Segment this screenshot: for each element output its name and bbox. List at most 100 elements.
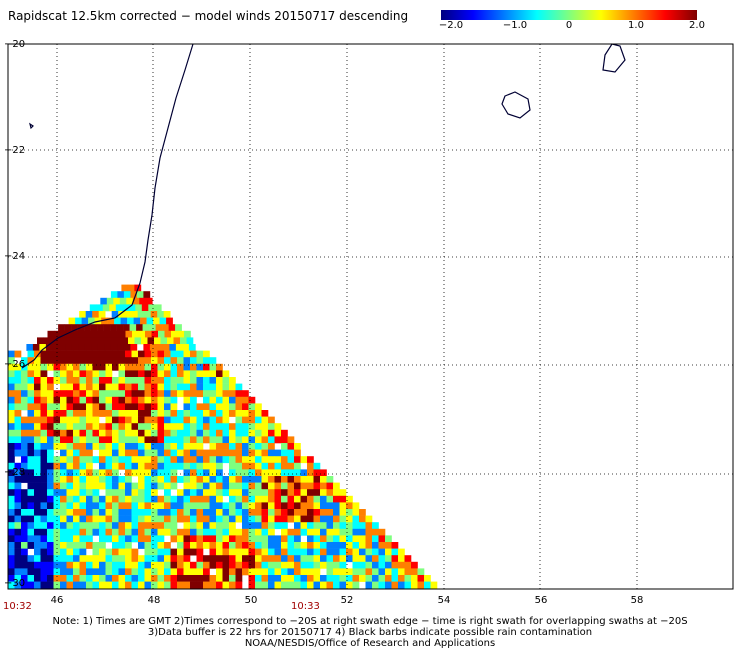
- wind-diff-cell: [21, 561, 28, 569]
- wind-diff-cell: [47, 330, 55, 338]
- wind-diff-cell: [313, 528, 321, 536]
- wind-diff-cell: [209, 357, 217, 365]
- wind-diff-cell: [359, 535, 366, 543]
- lat-label: −28: [4, 467, 26, 478]
- wind-diff-cell: [177, 456, 184, 464]
- wind-diff-cell: [255, 482, 262, 490]
- wind-diff-cell: [14, 495, 22, 503]
- wind-diff-cell: [21, 429, 28, 437]
- wind-diff-cell: [190, 528, 197, 536]
- time-label: 10:33: [291, 601, 320, 612]
- wind-diff-cell: [40, 542, 48, 549]
- wind-diff-cell: [8, 568, 15, 576]
- wind-diff-cell: [145, 297, 153, 305]
- wind-diff-cell: [281, 568, 288, 576]
- wind-diff-cell: [27, 357, 35, 365]
- wind-diff-cell: [287, 581, 295, 589]
- wind-diff-cell: [118, 555, 126, 563]
- wind-diff-cell: [131, 528, 139, 536]
- wind-diff-cell: [300, 575, 308, 582]
- wind-diff-cell: [91, 344, 99, 351]
- wind-diff-cell: [294, 495, 301, 503]
- wind-diff-cell: [320, 502, 327, 510]
- wind-diff-cell: [112, 436, 119, 444]
- wind-diff-cell: [52, 344, 60, 351]
- wind-diff-cell: [378, 581, 386, 589]
- wind-diff-cell: [8, 502, 15, 510]
- wind-diff-cell: [138, 449, 145, 457]
- lon-label: 48: [147, 595, 161, 606]
- wind-diff-cell: [125, 522, 132, 530]
- wind-diff-cell: [268, 509, 275, 516]
- wind-diff-cell: [411, 575, 418, 582]
- wind-diff-cell: [222, 443, 230, 450]
- wind-diff-cell: [164, 410, 171, 417]
- wind-diff-cell: [60, 476, 67, 483]
- wind-diff-cell: [34, 462, 41, 470]
- wind-diff-cell: [138, 403, 145, 411]
- wind-diff-cell: [125, 363, 132, 371]
- wind-diff-cell: [242, 535, 249, 543]
- wind-diff-cell: [47, 482, 54, 490]
- wind-diff-cell: [391, 555, 399, 563]
- wind-diff-cell: [170, 502, 178, 510]
- wind-diff-cell: [86, 482, 93, 490]
- wind-diff-cell: [131, 410, 139, 417]
- wind-diff-cell: [60, 403, 67, 411]
- wind-diff-cell: [274, 476, 282, 483]
- wind-diff-cell: [27, 515, 35, 523]
- wind-diff-cell: [203, 555, 210, 563]
- wind-diff-cell: [313, 469, 321, 477]
- wind-diff-cell: [154, 304, 162, 312]
- wind-diff-cell: [26, 344, 34, 351]
- wind-diff-cell: [183, 568, 191, 576]
- wind-diff-cell: [391, 568, 399, 576]
- wind-diff-cell: [86, 377, 93, 384]
- wind-diff-cell: [203, 482, 210, 490]
- wind-diff-cell: [300, 522, 308, 530]
- wind-diff-cell: [65, 344, 73, 351]
- wind-diff-cell: [131, 357, 139, 365]
- wind-diff-cell: [333, 548, 340, 556]
- wind-diff-cell: [27, 542, 35, 549]
- wind-diff-cell: [105, 581, 113, 589]
- wind-diff-cell: [14, 528, 22, 536]
- wind-diff-cell: [112, 456, 119, 464]
- wind-diff-cell: [222, 515, 230, 523]
- wind-diff-cell: [144, 363, 152, 371]
- wind-diff-cell: [66, 535, 74, 543]
- wind-diff-cell: [261, 462, 269, 470]
- wind-diff-cell: [155, 324, 163, 332]
- wind-diff-cell: [235, 495, 243, 503]
- wind-diff-cell: [40, 561, 48, 569]
- wind-diff-cell: [255, 502, 262, 510]
- wind-diff-cell: [209, 509, 217, 516]
- wind-diff-cell: [21, 423, 28, 431]
- wind-diff-cell: [66, 443, 74, 450]
- wind-diff-cell: [209, 403, 217, 411]
- wind-diff-cell: [307, 495, 314, 503]
- wind-diff-cell: [125, 509, 132, 516]
- wind-diff-cell: [40, 390, 48, 398]
- wind-diff-cell: [138, 423, 145, 431]
- wind-diff-cell: [274, 489, 282, 497]
- wind-diff-cell: [142, 324, 150, 332]
- wind-diff-cell: [79, 535, 87, 543]
- wind-diff-cell: [274, 482, 282, 490]
- wind-diff-cell: [333, 581, 340, 589]
- wind-diff-cell: [27, 509, 35, 516]
- coastline: [501, 91, 531, 119]
- wind-diff-cell: [21, 528, 28, 536]
- wind-diff-cell: [99, 423, 106, 431]
- wind-diff-cell: [235, 456, 243, 464]
- wind-diff-cell: [138, 357, 145, 365]
- wind-diff-cell: [313, 515, 321, 523]
- wind-diff-cell: [203, 383, 210, 391]
- wind-diff-cell: [177, 363, 184, 371]
- wind-diff-cell: [183, 436, 191, 444]
- wind-diff-cell: [242, 542, 249, 549]
- wind-diff-cell: [255, 515, 262, 523]
- wind-diff-cell: [300, 581, 308, 589]
- wind-diff-cell: [73, 581, 80, 589]
- wind-diff-cell: [326, 528, 334, 536]
